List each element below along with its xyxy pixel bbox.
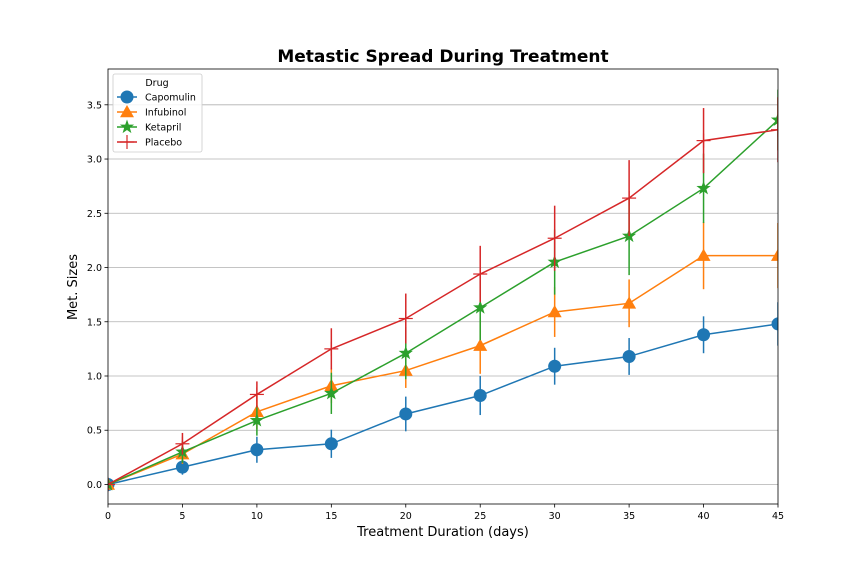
grid-lines: [108, 104, 778, 485]
point-capomulin: [175, 460, 189, 474]
y-tick-label: 0.5: [87, 426, 102, 437]
point-placebo: [175, 436, 190, 451]
point-ketapril: [398, 345, 413, 360]
legend-box: [112, 73, 203, 153]
legend-entries: Capomulin Infubinol Ketapril Placebo: [117, 90, 196, 149]
point-placebo: [249, 387, 264, 402]
point-ketapril: [696, 180, 711, 195]
axis-ticks: 0.0 0.5 1.0 1.5 2.0 2.5 3.0 3.5 0 5 10 15 20 25 30 35 40…: [87, 100, 784, 522]
chart-title: Metastic Spread During Treatment: [277, 47, 608, 67]
line-infubinol: [108, 254, 778, 486]
x-tick-label: 5: [179, 511, 185, 522]
line-placebo: [108, 129, 778, 486]
y-tick-label: 1.0: [87, 371, 102, 382]
point-ketapril: [108, 476, 116, 491]
point-placebo: [324, 341, 339, 356]
x-tick-label: 40: [698, 511, 710, 522]
y-tick-label: 1.5: [87, 317, 102, 328]
point-capomulin: [473, 389, 487, 403]
legend-label-placebo: Placebo: [145, 138, 182, 149]
y-tick-label: 3.0: [87, 155, 102, 166]
x-axis-label: Treatment Duration (days): [356, 525, 529, 540]
line-capomulin: [108, 323, 778, 486]
point-placebo: [473, 267, 488, 282]
point-infubinol: [547, 304, 562, 318]
point-placebo: [398, 311, 413, 326]
x-tick-label: 15: [325, 511, 337, 522]
legend-label-capomulin: Capomulin: [145, 93, 196, 104]
legend-entry-ketapril: Ketapril: [117, 119, 181, 134]
x-tick-label: 0: [105, 511, 111, 522]
y-tick-label: 2.0: [87, 263, 102, 274]
point-capomulin: [399, 407, 413, 421]
legend-marker-infubinol: [120, 105, 134, 118]
legend-marker-placebo: [120, 135, 134, 149]
point-placebo: [547, 231, 562, 246]
point-capomulin: [771, 317, 778, 331]
y-tick-label: 2.5: [87, 209, 102, 220]
point-infubinol: [622, 296, 637, 309]
y-tick-label: 0.0: [87, 480, 102, 491]
point-capomulin: [697, 328, 711, 342]
point-ketapril: [324, 385, 339, 400]
point-capomulin: [548, 359, 562, 373]
point-placebo: [622, 191, 637, 206]
legend-label-ketapril: Ketapril: [145, 123, 181, 134]
point-capomulin: [250, 443, 264, 457]
x-tick-label: 25: [474, 511, 486, 522]
x-tick-label: 45: [772, 511, 784, 522]
legend-entry-infubinol: Infubinol: [117, 105, 186, 119]
legend-label-infubinol: Infubinol: [145, 108, 186, 119]
legend: Drug Capomulin Infubinol Ketapril Placebo: [112, 73, 203, 153]
legend-marker-capomulin: [120, 90, 134, 104]
x-tick-label: 35: [623, 511, 635, 522]
point-ketapril: [770, 112, 778, 127]
legend-entry-capomulin: Capomulin: [117, 90, 196, 104]
point-placebo: [696, 133, 711, 148]
point-infubinol: [473, 338, 488, 351]
y-tick-label: 3.5: [87, 100, 102, 111]
series-capomulin: [108, 302, 778, 491]
point-ketapril: [473, 300, 488, 314]
series-group: [108, 89, 778, 492]
legend-marker-ketapril: [119, 119, 135, 134]
series-placebo: [108, 97, 778, 492]
x-tick-label: 30: [549, 511, 561, 522]
legend-title: Drug: [145, 78, 168, 89]
point-infubinol: [771, 248, 778, 261]
point-capomulin: [324, 437, 338, 451]
x-tick-label: 10: [251, 511, 263, 522]
point-placebo: [108, 477, 115, 492]
legend-entry-placebo: Placebo: [117, 135, 182, 149]
plot-frame: [107, 68, 779, 505]
y-axis-label: Met. Sizes: [66, 254, 81, 320]
line-ketapril: [108, 119, 778, 486]
x-tick-label: 20: [400, 511, 412, 522]
point-infubinol: [696, 248, 711, 261]
point-placebo: [771, 122, 778, 137]
series-infubinol: [108, 221, 778, 490]
point-capomulin: [622, 349, 636, 363]
point-ketapril: [249, 412, 265, 427]
